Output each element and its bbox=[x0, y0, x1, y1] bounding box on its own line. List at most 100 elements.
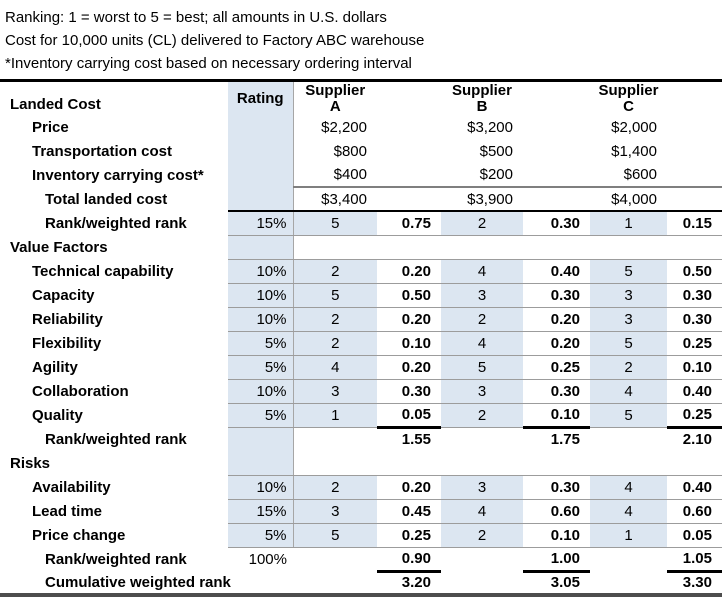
rating-cell: 10% bbox=[228, 259, 294, 284]
row-label: Collaboration bbox=[32, 382, 129, 400]
spacer-cell bbox=[441, 547, 523, 571]
supplier-c-rank: 5 bbox=[590, 331, 667, 356]
supplier-c-rank: 5 bbox=[590, 259, 667, 284]
rank-weighted-rank-row: Rank/weighted rank 15% 5 0.75 2 0.30 1 0… bbox=[0, 210, 722, 236]
row-label: Lead time bbox=[32, 502, 103, 520]
supplier-a-weighted-rank: 0.20 bbox=[377, 259, 441, 284]
factor-row: Capacity 10% 5 0.50 3 0.30 3 0.30 bbox=[0, 283, 722, 308]
supplier-c-weighted-rank: 0.40 bbox=[667, 379, 722, 404]
factor-row: Price change 5% 5 0.25 2 0.10 1 0.05 bbox=[0, 523, 722, 548]
supplier-a-rank: 2 bbox=[293, 331, 377, 356]
supplier-a-weighted-rank: 0.20 bbox=[377, 355, 441, 380]
supplier-a-weighted-rank: 0.30 bbox=[377, 379, 441, 404]
spacer-cell bbox=[377, 81, 441, 116]
spacer-cell bbox=[293, 547, 377, 571]
supplier-c-weighted-rank: 0.30 bbox=[667, 283, 722, 308]
row-label: Flexibility bbox=[32, 334, 102, 352]
supplier-b-rank: 4 bbox=[441, 259, 523, 284]
spacer-cell bbox=[441, 571, 523, 595]
rating-cell bbox=[228, 139, 294, 163]
note-cost-basis: Cost for 10,000 units (CL) delivered to … bbox=[5, 32, 425, 49]
supplier-b-amount: $3,200 bbox=[467, 118, 513, 136]
spacer-cell bbox=[590, 427, 667, 451]
note-inventory-footnote: *Inventory carrying cost based on necess… bbox=[5, 55, 412, 72]
spacer-cell bbox=[377, 186, 441, 211]
factor-row: Availability 10% 2 0.20 3 0.30 4 0.40 bbox=[0, 475, 722, 500]
rating-cell: 5% bbox=[228, 403, 294, 428]
supplier-a-rank: 2 bbox=[293, 475, 377, 500]
supplier-c-rank: 4 bbox=[590, 379, 667, 404]
supplier-a-amount: $400 bbox=[333, 166, 367, 183]
row-label: Inventory carrying cost* bbox=[32, 166, 204, 184]
supplier-c-weighted-rank: 2.10 bbox=[682, 431, 712, 449]
section-label-landed-cost: Landed Cost bbox=[10, 96, 101, 113]
row-label: Price change bbox=[32, 526, 126, 544]
spacer-cell bbox=[377, 451, 441, 476]
supplier-a-weighted-rank: 0.45 bbox=[377, 499, 441, 524]
supplier-a-amount: $2,200 bbox=[321, 118, 367, 136]
rating-cell bbox=[228, 451, 294, 476]
rating-cell: 100% bbox=[248, 550, 287, 568]
factor-row: Flexibility 5% 2 0.10 4 0.20 5 0.25 bbox=[0, 331, 722, 356]
supplier-b-rank: 3 bbox=[441, 475, 523, 500]
spacer-cell bbox=[590, 235, 667, 260]
supplier-b-weighted-rank: 0.30 bbox=[523, 210, 590, 236]
spacer-cell bbox=[377, 115, 441, 139]
rating-cell bbox=[228, 187, 294, 211]
rating-cell: 5% bbox=[228, 331, 294, 356]
row-label: Quality bbox=[32, 406, 83, 424]
supplier-c-amount: $600 bbox=[623, 166, 657, 183]
supplier-b-rank: 2 bbox=[441, 210, 523, 236]
supplier-a-rank: 3 bbox=[293, 499, 377, 524]
supplier-a-rank: 5 bbox=[293, 523, 377, 548]
spacer-cell bbox=[377, 235, 441, 260]
rating-cell bbox=[228, 163, 294, 187]
supplier-c-weighted-rank: 0.10 bbox=[667, 355, 722, 380]
supplier-a-rank: 1 bbox=[293, 403, 377, 428]
supplier-b-weighted-rank: 0.10 bbox=[523, 403, 590, 429]
supplier-a-weighted-rank: 0.75 bbox=[377, 210, 441, 236]
supplier-b-rank: 3 bbox=[441, 379, 523, 404]
spacer-cell bbox=[523, 186, 590, 211]
supplier-b-rank: 4 bbox=[441, 331, 523, 356]
section-row-risks: Risks bbox=[0, 451, 722, 476]
supplier-a-rank: 3 bbox=[293, 379, 377, 404]
supplier-a-cumulative-rank: 3.20 bbox=[401, 574, 431, 592]
supplier-c-weighted-rank: 0.25 bbox=[667, 403, 722, 429]
rating-cell: 10% bbox=[228, 379, 294, 404]
supplier-a-weighted-rank: 0.25 bbox=[377, 523, 441, 548]
supplier-c-rank: 5 bbox=[590, 403, 667, 428]
spacer-cell bbox=[667, 115, 722, 139]
rating-cell: 15% bbox=[228, 499, 294, 524]
supplier-b-rank: 2 bbox=[441, 307, 523, 332]
supplier-b-weighted-rank: 0.60 bbox=[523, 499, 590, 524]
supplier-c-weighted-rank: 0.25 bbox=[667, 331, 722, 356]
supplier-a-weighted-rank: 1.55 bbox=[401, 431, 431, 449]
cumulative-weighted-rank-row: Cumulative weighted rank 3.20 3.05 3.30 bbox=[0, 571, 722, 595]
supplier-c-weighted-rank: 0.60 bbox=[667, 499, 722, 524]
supplier-b-rank: 4 bbox=[441, 499, 523, 524]
supplier-c-weighted-rank: 0.15 bbox=[667, 210, 722, 236]
spacer-cell bbox=[523, 81, 590, 116]
spacer-cell bbox=[441, 235, 523, 260]
supplier-b-rank: 2 bbox=[441, 523, 523, 548]
supplier-b-weighted-rank: 0.30 bbox=[523, 283, 590, 308]
supplier-comparison-table: Landed Cost Rating Supplier A Supplier B… bbox=[0, 79, 722, 597]
supplier-c-weighted-rank: 0.30 bbox=[667, 307, 722, 332]
supplier-c-weighted-rank: 1.05 bbox=[667, 547, 722, 573]
table-header-row: Landed Cost Rating Supplier A Supplier B… bbox=[0, 80, 722, 116]
supplier-c-rank: 1 bbox=[590, 210, 667, 236]
supplier-b-weighted-rank: 1.75 bbox=[550, 431, 580, 449]
supplier-a-amount: $800 bbox=[333, 142, 367, 160]
supplier-c-rank: 2 bbox=[590, 355, 667, 380]
row-label: Agility bbox=[32, 358, 78, 376]
table-row: Inventory carrying cost* $400 $200 $600 bbox=[0, 163, 722, 187]
supplier-c-rank: 4 bbox=[590, 475, 667, 500]
supplier-b-weighted-rank: 0.30 bbox=[523, 379, 590, 404]
supplier-b-total: $3,900 bbox=[441, 186, 523, 211]
supplier-a-header: Supplier A bbox=[305, 82, 366, 115]
spacer-cell bbox=[523, 451, 590, 476]
supplier-c-rank: 1 bbox=[590, 523, 667, 548]
spacer-cell bbox=[667, 235, 722, 260]
factor-row: Lead time 15% 3 0.45 4 0.60 4 0.60 bbox=[0, 499, 722, 524]
